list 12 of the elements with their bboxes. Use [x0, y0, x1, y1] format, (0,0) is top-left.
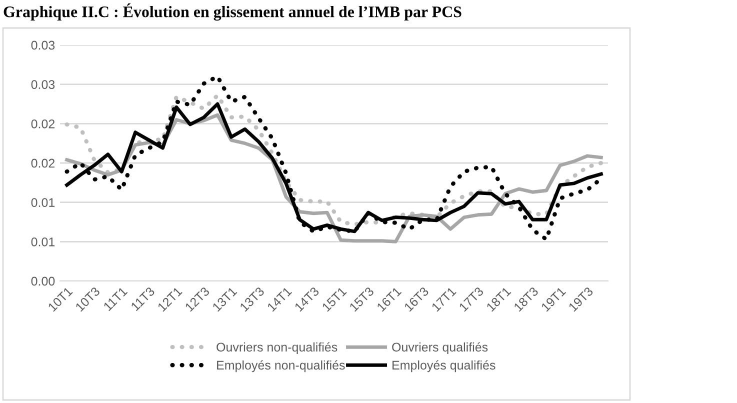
y-tick-label: 0.01 [31, 198, 55, 207]
y-tick-label: 0.02 [31, 119, 55, 128]
y-tick-label: 0.02 [31, 158, 55, 168]
y-tick-label: 0.00 [31, 276, 55, 286]
legend-label: Employés non-qualifiés [217, 360, 345, 372]
y-tick-label: 0.03 [31, 40, 55, 50]
chart-title: Graphique II.C : Évolution en glissement annuel de l’IMB par PCS [4, 3, 462, 21]
legend-label: Ouvriers non-qualifiés [216, 342, 338, 354]
legend-label: Employés qualifiés [392, 360, 496, 372]
legend-label: Ouvriers qualifiés [392, 342, 488, 354]
y-tick-label: 0.03 [31, 80, 55, 89]
y-tick-label: 0.01 [31, 237, 55, 246]
